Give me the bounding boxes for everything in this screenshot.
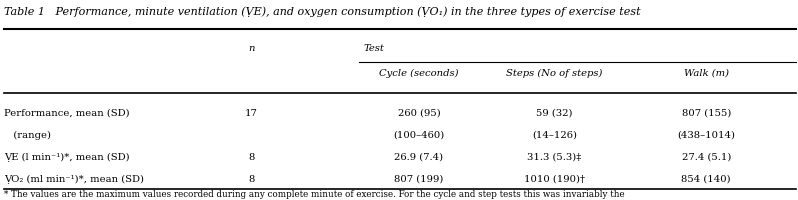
Text: * The values are the maximum values recorded during any complete minute of exerc: * The values are the maximum values reco… <box>4 190 625 199</box>
Text: Table 1   Performance, minute ventilation (ṾE), and oxygen consumption (ṾO₁) in : Table 1 Performance, minute ventilation … <box>4 6 641 17</box>
Text: ṾO₂ (ml min⁻¹)*, mean (SD): ṾO₂ (ml min⁻¹)*, mean (SD) <box>4 175 144 184</box>
Text: (14–126): (14–126) <box>532 131 577 140</box>
Text: Test: Test <box>363 44 384 53</box>
Text: 807 (155): 807 (155) <box>681 109 731 118</box>
Text: 260 (95): 260 (95) <box>397 109 440 118</box>
Text: 1010 (190)†: 1010 (190)† <box>524 175 585 184</box>
Text: 807 (199): 807 (199) <box>394 175 444 184</box>
Text: 854 (140): 854 (140) <box>681 175 731 184</box>
Text: Performance, mean (SD): Performance, mean (SD) <box>4 109 129 118</box>
Text: 8: 8 <box>248 175 255 184</box>
Text: 17: 17 <box>245 109 258 118</box>
Text: 26.9 (7.4): 26.9 (7.4) <box>394 153 444 162</box>
Text: 8: 8 <box>248 153 255 162</box>
Text: ṾE (l min⁻¹)*, mean (SD): ṾE (l min⁻¹)*, mean (SD) <box>4 153 129 162</box>
Text: Cycle (seconds): Cycle (seconds) <box>379 69 459 78</box>
Text: (100–460): (100–460) <box>393 131 444 140</box>
Text: (438–1014): (438–1014) <box>678 131 735 140</box>
Text: 59 (32): 59 (32) <box>536 109 573 118</box>
Text: n: n <box>248 44 255 53</box>
Text: Steps (No of steps): Steps (No of steps) <box>507 69 602 78</box>
Text: 31.3 (5.3)‡: 31.3 (5.3)‡ <box>527 153 582 162</box>
Text: Walk (m): Walk (m) <box>684 69 729 78</box>
Text: 27.4 (5.1): 27.4 (5.1) <box>681 153 731 162</box>
Text: (range): (range) <box>4 131 51 140</box>
